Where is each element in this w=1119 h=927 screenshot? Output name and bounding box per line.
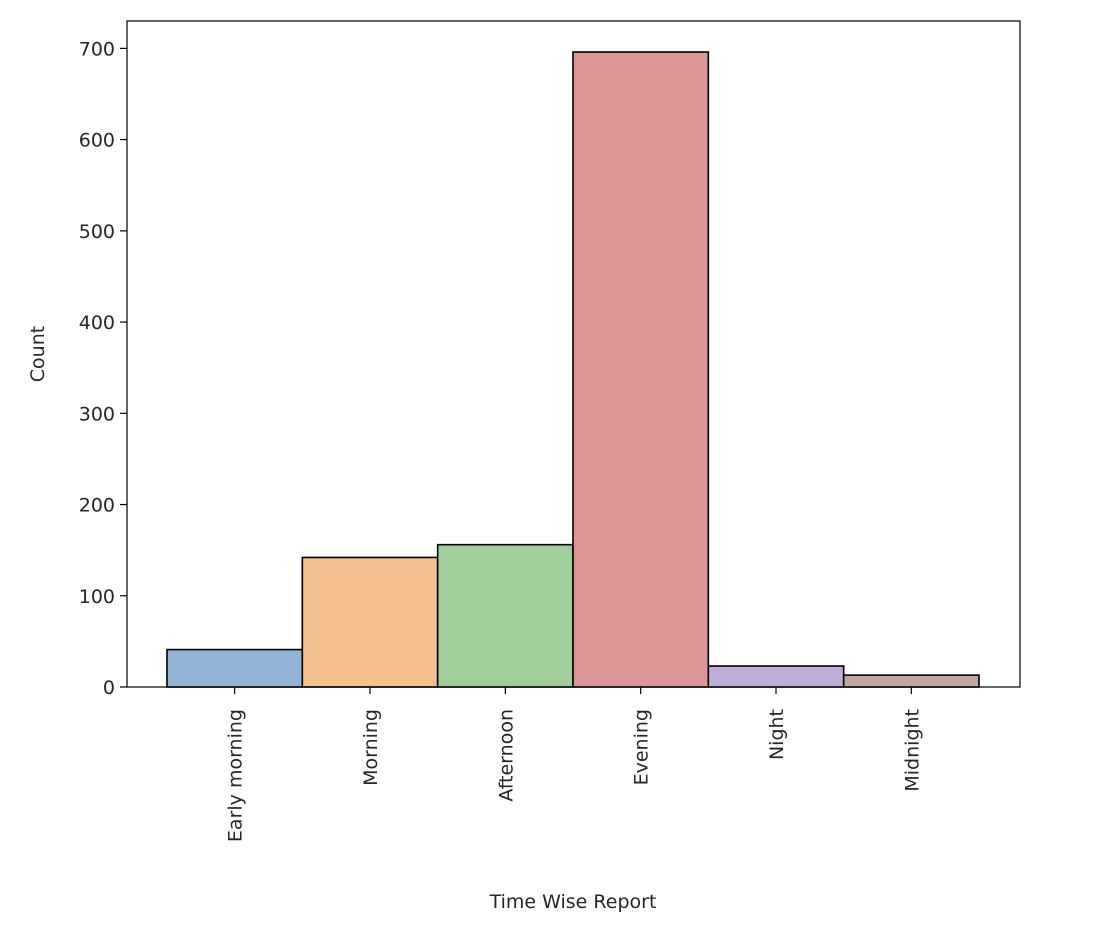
bar-night (707, 665, 845, 688)
y-tick-label: 500 (79, 221, 115, 243)
bar-evening (572, 51, 710, 688)
y-tick-label: 400 (79, 312, 115, 334)
bar-morning (301, 556, 439, 688)
y-tick-label: 700 (79, 38, 115, 60)
y-tick-label: 300 (79, 403, 115, 425)
x-tick-label: Afternoon (495, 709, 517, 802)
x-tick-label: Night (766, 709, 788, 760)
x-tick-label: Early morning (225, 709, 247, 842)
bar-midnight (842, 674, 980, 688)
x-tick-label: Evening (631, 709, 653, 785)
y-tick-label: 600 (79, 130, 115, 152)
y-axis: 0 100 200 300 400 500 600 700 (79, 38, 127, 699)
x-tick-label: Midnight (901, 709, 923, 792)
y-axis-label: Count (27, 326, 49, 382)
x-axis-label: Time Wise Report (489, 891, 657, 913)
bars-group (166, 51, 980, 688)
y-tick-label: 100 (79, 586, 115, 608)
y-tick-label: 0 (103, 677, 115, 699)
y-tick-label: 200 (79, 495, 115, 517)
bar-early-morning (166, 648, 304, 688)
x-axis: Early morning Morning Afternoon Evening Nigh… (225, 687, 923, 842)
bar-afternoon (436, 543, 574, 688)
x-tick-label: Morning (360, 709, 382, 786)
